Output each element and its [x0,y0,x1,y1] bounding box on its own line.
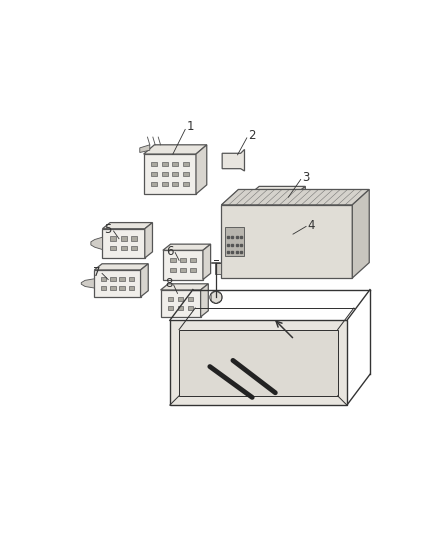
Polygon shape [91,237,102,249]
Polygon shape [172,162,178,166]
Polygon shape [120,277,125,281]
Polygon shape [161,290,201,317]
Polygon shape [179,329,338,396]
Polygon shape [222,149,244,171]
Polygon shape [275,212,280,215]
Polygon shape [274,234,279,237]
Polygon shape [183,172,188,176]
Polygon shape [284,202,290,206]
Polygon shape [131,246,137,251]
Polygon shape [170,258,176,262]
Polygon shape [102,229,145,258]
Polygon shape [162,162,168,166]
Polygon shape [170,320,347,405]
Polygon shape [110,277,116,281]
Text: 4: 4 [308,219,315,232]
Polygon shape [190,258,196,262]
Circle shape [210,291,222,303]
Polygon shape [283,234,288,237]
Polygon shape [168,297,173,301]
Polygon shape [144,154,196,194]
Polygon shape [248,220,304,228]
Polygon shape [151,162,157,166]
Polygon shape [250,187,305,194]
Text: 8: 8 [166,277,173,290]
Polygon shape [131,237,137,240]
Polygon shape [256,212,262,215]
Polygon shape [294,220,304,251]
Polygon shape [250,194,296,223]
Text: 6: 6 [166,245,173,257]
Polygon shape [151,182,157,186]
Polygon shape [172,172,178,176]
Polygon shape [255,234,260,237]
Polygon shape [163,244,211,251]
Polygon shape [94,270,141,297]
Polygon shape [145,223,152,258]
Text: 1: 1 [187,120,194,133]
Polygon shape [180,268,186,272]
Polygon shape [178,297,183,301]
Polygon shape [215,263,221,274]
Polygon shape [172,182,178,186]
Text: 5: 5 [104,223,111,236]
Text: 7: 7 [93,266,100,279]
Polygon shape [81,279,94,288]
Polygon shape [162,172,168,176]
Text: 2: 2 [248,129,256,142]
Polygon shape [284,212,290,215]
Polygon shape [140,145,150,152]
Polygon shape [129,277,134,281]
Polygon shape [161,284,208,290]
Polygon shape [162,182,168,186]
Polygon shape [183,182,188,186]
Polygon shape [144,145,207,154]
Polygon shape [110,286,116,290]
Polygon shape [110,237,116,240]
Polygon shape [265,234,269,237]
Polygon shape [168,306,173,310]
Polygon shape [283,242,288,245]
Text: 3: 3 [302,172,310,184]
Polygon shape [203,244,211,280]
Polygon shape [221,189,369,205]
Polygon shape [225,227,244,256]
Polygon shape [163,251,203,280]
Polygon shape [265,212,271,215]
Polygon shape [201,284,208,317]
Polygon shape [196,145,207,194]
Polygon shape [188,306,193,310]
Polygon shape [256,202,262,206]
Polygon shape [180,258,186,262]
Polygon shape [275,202,280,206]
Polygon shape [102,223,152,229]
Polygon shape [296,187,305,223]
Polygon shape [141,264,148,297]
Polygon shape [121,237,127,240]
Polygon shape [101,286,106,290]
Polygon shape [129,286,134,290]
Polygon shape [151,172,157,176]
Polygon shape [121,246,127,251]
Polygon shape [274,242,279,245]
Polygon shape [94,264,148,270]
Polygon shape [101,277,106,281]
Polygon shape [188,297,193,301]
Polygon shape [221,205,352,278]
Polygon shape [255,242,260,245]
Polygon shape [248,228,294,251]
Polygon shape [352,189,369,278]
Polygon shape [183,162,188,166]
Polygon shape [178,306,183,310]
Polygon shape [110,246,116,251]
Polygon shape [265,202,271,206]
Polygon shape [120,286,125,290]
Polygon shape [190,268,196,272]
Polygon shape [265,242,269,245]
Polygon shape [170,268,176,272]
